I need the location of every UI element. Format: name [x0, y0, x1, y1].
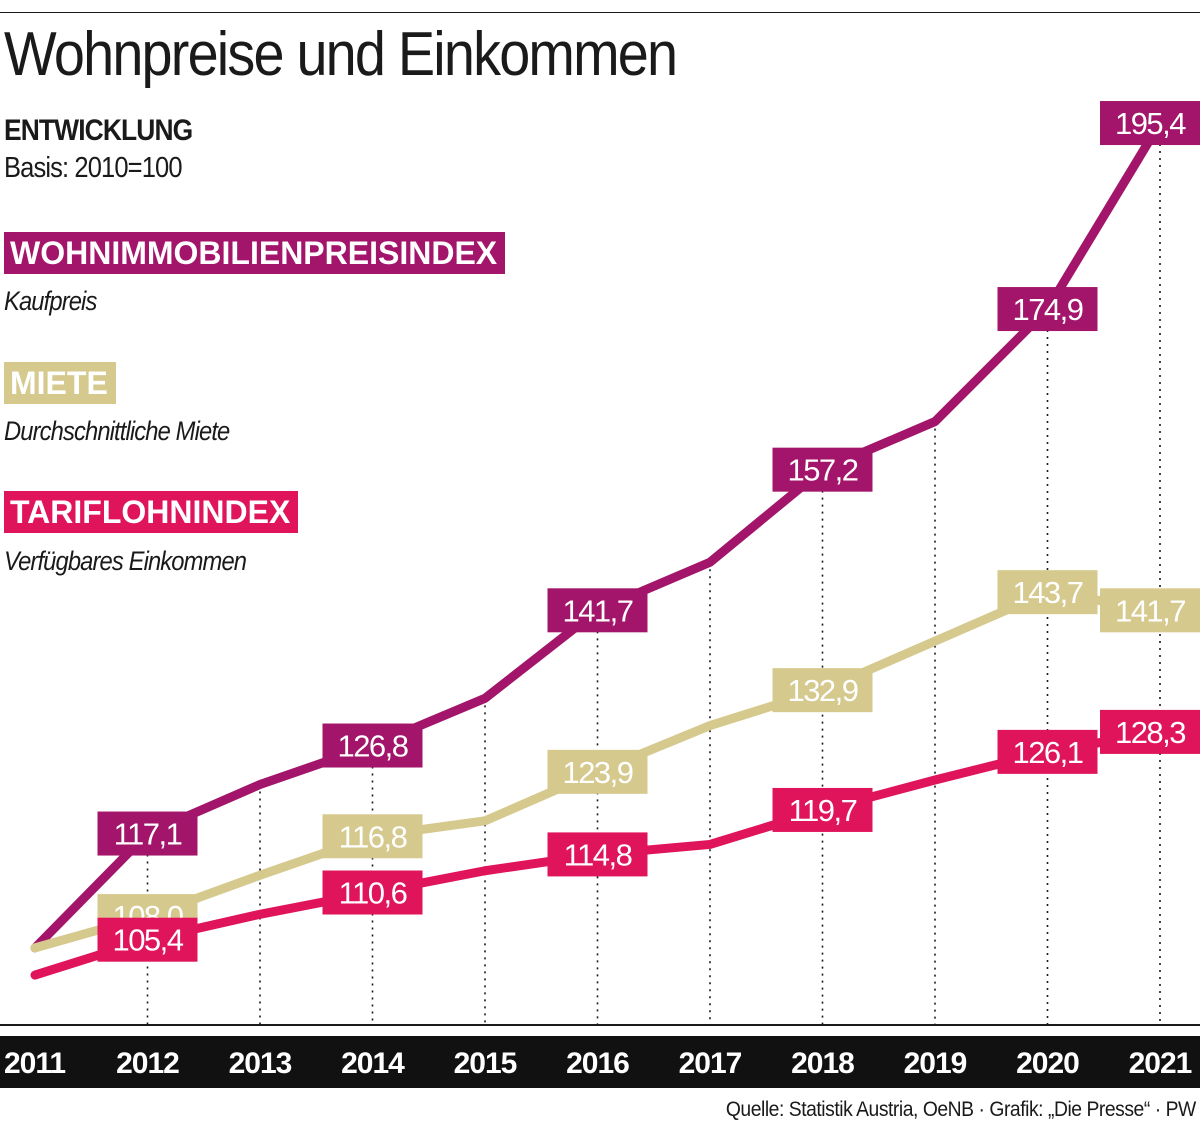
data-label-box-1-2016	[547, 588, 648, 633]
data-label-box-3-2014	[322, 870, 423, 915]
data-label-3-2014: 110,6	[339, 876, 407, 911]
x-tick-label-2014: 2014	[341, 1047, 405, 1080]
x-tick-label-2012: 2012	[116, 1047, 179, 1080]
data-label-2-2014: 116,8	[339, 819, 407, 854]
legend-label-tariflohnindex: TARIFLOHNINDEX	[4, 491, 299, 533]
data-label-box-2-2016	[547, 749, 648, 794]
x-tick-label-2021: 2021	[1129, 1047, 1192, 1080]
legend-description-kaufpreis: Kaufpreis	[4, 286, 97, 316]
x-tick-label-2020: 2020	[1016, 1047, 1079, 1080]
data-label-1-2012: 117,1	[114, 817, 182, 852]
data-label-2-2021: 141,7	[1115, 593, 1185, 628]
series-line-1	[30, 118, 1165, 953]
data-label-box-3-2020	[997, 729, 1098, 774]
x-tick-label-2016: 2016	[566, 1047, 629, 1080]
data-label-box-1-2012	[97, 811, 198, 856]
basis-note: Basis: 2010=100	[4, 152, 183, 184]
data-label-1-2016: 141,7	[562, 593, 632, 628]
chart-title: Wohnpreise und Einkommen	[4, 20, 678, 89]
data-label-2-2018: 132,9	[787, 673, 857, 708]
legend-description-einkommen: Verfügbares Einkommen	[4, 546, 247, 576]
data-label-3-2018: 119,7	[789, 793, 857, 828]
data-label-1-2020: 174,9	[1012, 292, 1082, 327]
x-axis-band	[0, 1036, 1200, 1088]
legend-label-wohnimmobilienpreisindex: WOHNIMMOBILIENPREISINDEX	[4, 232, 506, 274]
data-label-1-2021: 195,4	[1115, 106, 1186, 141]
x-tick-label-2015: 2015	[454, 1047, 517, 1080]
data-label-box-2-2014	[322, 814, 423, 859]
data-label-box-1-2014	[322, 723, 423, 768]
x-tick-label-2013: 2013	[229, 1047, 292, 1080]
data-label-1-2014: 126,8	[337, 729, 407, 764]
data-label-box-2-2018	[772, 668, 873, 713]
data-label-box-2-2021	[1100, 588, 1200, 633]
data-label-box-1-2020	[997, 287, 1098, 332]
data-label-box-2-2020	[997, 570, 1098, 615]
data-label-2-2020: 143,7	[1012, 575, 1082, 610]
chart-subtitle: ENTWICKLUNG	[4, 114, 193, 147]
source-note: Quelle: Statistik Austria, OeNB · Grafik…	[726, 1098, 1196, 1121]
data-label-3-2012: 105,4	[112, 923, 183, 958]
data-label-3-2020: 126,1	[1012, 735, 1082, 770]
data-label-box-3-2012	[97, 917, 198, 962]
data-label-box-3-2021	[1100, 709, 1200, 754]
x-tick-label-2017: 2017	[679, 1047, 742, 1080]
x-tick-label-2011: 2011	[4, 1047, 65, 1080]
data-label-2-2016: 123,9	[562, 755, 632, 790]
data-label-box-3-2018	[772, 787, 873, 832]
legend-label-miete: MIETE	[4, 362, 116, 404]
x-tick-label-2019: 2019	[904, 1047, 967, 1080]
top-rule	[0, 12, 1200, 13]
x-tick-label-2018: 2018	[791, 1047, 854, 1080]
data-label-box-1-2021	[1100, 101, 1200, 146]
data-label-box-1-2018	[772, 447, 873, 492]
data-label-3-2021: 128,3	[1115, 715, 1185, 750]
legend-description-miete: Durchschnittliche Miete	[4, 416, 230, 446]
data-label-3-2016: 114,8	[564, 837, 632, 872]
data-label-box-3-2016	[547, 832, 648, 877]
data-label-1-2018: 157,2	[787, 453, 857, 488]
